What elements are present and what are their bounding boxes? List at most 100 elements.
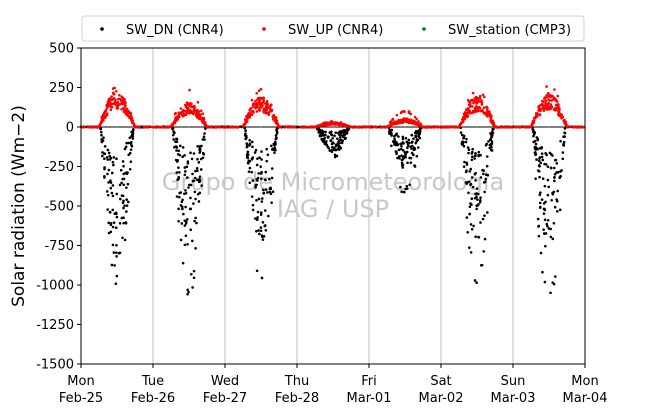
sw-dn-point [563,127,567,130]
sw-dn-point [483,190,486,194]
sw-dn-point [465,169,468,172]
sw-dn-point [409,145,412,149]
sw-dn-point [198,175,202,178]
y-tick-label: 250 [49,81,74,96]
sw-up-point [121,102,124,106]
sw-up-point [218,125,222,129]
sw-up-point [190,105,194,108]
sw-dn-point [177,177,180,180]
sw-dn-point [112,163,115,167]
sw-dn-point [179,238,183,242]
sw-dn-point [261,220,265,224]
sw-dn-point [402,190,406,194]
sw-up-point [486,106,489,110]
sw-dn-point [468,205,472,209]
sw-dn-point [533,151,537,154]
sw-dn-point [396,143,400,147]
sw-dn-point [470,203,473,207]
sw-up-point [342,124,345,127]
y-axis: 500 250 0 -250 -500 -750 -1000 -1250 -1500 [36,42,81,373]
sw-dn-point [275,132,279,135]
sw-up-point [556,107,560,110]
sw-dn-point [483,237,487,241]
sw-up-point [384,125,388,128]
sw-dn-point [465,137,468,141]
data-points [79,85,586,296]
sw-up-point [248,113,252,116]
sw-dn-point [317,131,321,134]
sw-dn-point [109,186,113,190]
sw-up-point [258,106,262,109]
sw-dn-point [542,212,546,215]
sw-dn-point [471,147,474,151]
sw-dn-point [181,198,184,202]
sw-dn-point [562,140,566,144]
sw-up-point [542,107,545,111]
sw-dn-point [267,214,270,218]
sw-dn-point [193,219,196,223]
sw-up-point [426,125,430,129]
sw-dn-point [259,213,263,216]
sw-up-point [324,122,327,126]
sw-up-point [262,107,266,110]
sw-dn-point [274,137,278,140]
sw-dn-point [171,133,175,137]
sw-dn-point [473,157,477,160]
sw-dn-point [541,158,545,162]
x-tick-label-day: Mon [67,374,94,389]
sw-up-point [185,101,189,105]
sw-up-point [578,126,581,129]
sw-dn-point [539,251,543,255]
sw-up-point [117,97,120,101]
sw-dn-point [410,141,414,144]
sw-up-point [248,109,251,112]
sw-dn-point [115,274,119,278]
sw-up-point [105,107,109,110]
sw-dn-point [331,146,335,149]
sw-dn-point [561,157,565,161]
sw-dn-point [186,243,189,246]
sw-up-point [123,105,127,108]
sw-dn-point [184,170,187,173]
sw-dn-point [555,162,559,165]
sw-dn-point [260,234,264,237]
sw-dn-point [337,144,340,148]
sw-dn-point [532,134,535,138]
sw-dn-point [120,181,123,185]
sw-dn-point [183,173,187,177]
sw-up-point [109,108,113,111]
sw-dn-point [122,199,125,203]
sw-up-point [109,105,112,108]
sw-up-point [228,125,232,129]
sw-dn-point [479,176,483,179]
sw-dn-point [475,187,479,190]
sw-dn-point [264,178,267,182]
sw-dn-point [129,143,133,146]
sw-up-point [177,111,181,115]
sw-dn-point [125,198,128,201]
sw-up-point [476,109,479,113]
sw-dn-point [533,131,537,134]
sw-up-point [491,119,495,123]
sw-dn-point [553,172,557,176]
sw-dn-point [262,235,266,238]
sw-dn-point [125,210,128,213]
sw-dn-point [107,168,111,172]
sw-up-point [413,115,417,119]
x-tick-label-day: Fri [361,374,377,389]
sw-up-point [309,125,313,129]
sw-up-point [121,100,125,104]
sw-up-point [256,101,259,105]
sw-dn-point [191,172,194,176]
sw-up-point [252,111,255,114]
sw-up-point [88,126,92,129]
sw-up-point [465,115,469,118]
sw-dn-point [407,144,410,147]
sw-up-point [458,123,462,126]
sw-dn-point [403,154,406,158]
sw-dn-point [549,291,552,295]
sw-up-point [449,125,452,129]
sw-up-point [481,93,485,97]
sw-dn-point [391,140,395,143]
sw-dn-point [264,228,268,232]
